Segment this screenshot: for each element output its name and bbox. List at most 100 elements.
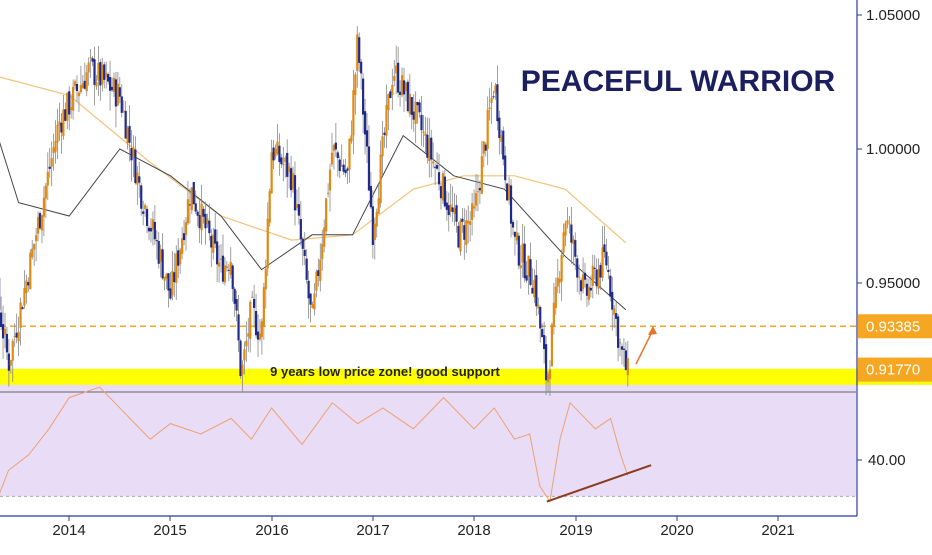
candle-body [4,329,6,335]
candle-body [14,336,16,337]
candle-body [282,164,284,165]
candle-body [93,59,95,85]
candle-body [292,173,294,189]
candle-body [494,85,496,93]
candle-body [399,92,401,95]
candle-body [531,288,533,294]
candle-body [557,278,559,287]
candle-body [249,302,251,339]
candle-body [526,275,528,280]
candle-body [101,65,103,84]
candle-body [397,63,399,93]
candle-body [590,288,592,291]
candle-body [117,84,119,106]
candle-body [553,303,555,327]
candle-body [45,186,47,199]
candle-body [401,75,403,95]
candle-body [68,91,70,114]
candle-body [148,228,150,232]
candle-body [64,109,66,121]
candle-body [259,333,261,339]
candle-body [539,307,541,328]
candle-body [47,172,49,186]
candle-body [132,147,134,157]
candle-body [506,184,508,201]
candle-body [224,265,226,282]
price-label: 0.91770 [866,362,920,379]
candle-body [210,236,212,248]
candle-body [331,153,333,165]
candle-body [146,209,148,226]
candle-body [564,223,566,235]
candle-body [422,132,424,133]
candle-body [51,158,53,167]
candle-body [598,269,600,289]
candle-body [284,158,286,163]
candle-body [175,254,177,283]
candle-body [588,287,590,300]
candle-body [144,205,146,209]
candle-body [615,313,617,319]
candle-body [510,185,512,223]
candle-body [627,358,629,375]
candle-body [243,349,245,360]
candle-body [274,149,276,156]
candle-body [62,110,64,137]
chart-title: PEACEFUL WARRIOR [521,65,836,98]
candle-body [251,297,253,298]
candle-body [603,244,605,252]
candle-body [237,314,239,340]
candle-body [21,307,23,309]
candle-body [308,281,310,299]
candle-body [436,165,438,169]
candle-body [212,235,214,253]
candle-body [496,84,498,121]
candle-body [158,241,160,264]
candle-body [125,111,127,139]
candle-body [549,369,551,379]
candle-body [173,272,175,282]
candle-body [234,289,236,304]
candle-body [150,228,152,231]
candle-body [380,155,382,203]
candle-body [185,222,187,235]
candle-body [27,282,29,285]
candle-body [337,152,339,158]
candle-body [389,91,391,98]
candle-body [492,96,494,97]
candle-body [335,143,337,150]
y-tick-label: 0.95000 [866,275,920,292]
candle-body [152,219,154,229]
candle-body [105,73,107,77]
candle-body [453,208,455,214]
candle-body [177,250,179,265]
candle-body [313,293,315,309]
candle-body [304,250,306,256]
candle-body [58,121,60,125]
rsi-band [0,372,856,497]
candle-body [566,220,568,223]
candle-body [576,258,578,277]
candle-body [300,219,302,239]
candle-body [387,94,389,110]
candle-body [191,187,193,210]
candle-body [302,239,304,249]
candle-body [267,219,269,269]
candle-body [49,167,51,169]
candle-body [378,198,380,213]
candle-body [127,128,129,143]
candle-body [500,135,502,142]
candle-body [582,274,584,289]
x-tick-label: 2014 [52,522,85,539]
candle-body [255,311,257,335]
candle-body [601,247,603,278]
candle-body [529,259,531,285]
candle-body [111,87,113,90]
candle-body [86,72,88,91]
candle-body [572,239,574,244]
candle-body [10,360,12,366]
candle-body [309,294,311,305]
candle-body [356,34,358,71]
candle-body [344,170,346,173]
candle-body [498,118,500,138]
